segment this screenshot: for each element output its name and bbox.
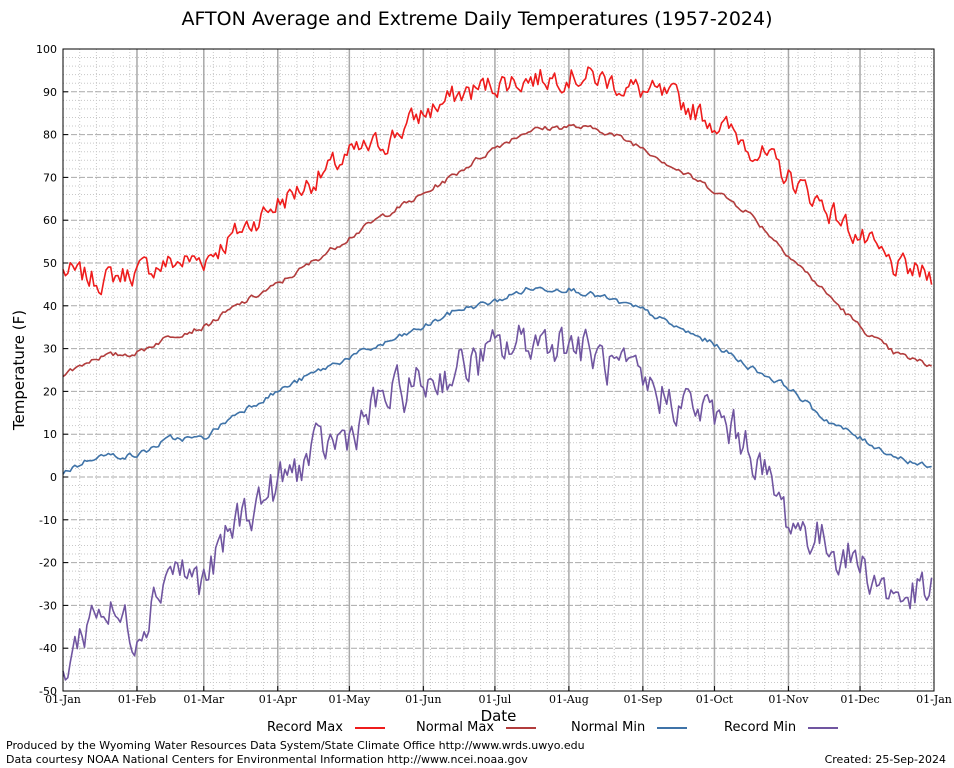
x-tick-label: 01-Feb [118,693,156,706]
x-tick-label: 01-Jan [45,693,81,706]
y-tick-label: 10 [43,428,57,441]
y-tick-label: 60 [43,214,57,227]
y-tick-label: 40 [43,300,57,313]
x-tick-label: 01-Jan [916,693,952,706]
legend-record-min: Record Min [724,720,839,735]
x-tick-label: 01-May [328,693,371,706]
y-tick-label: 70 [43,171,57,184]
x-axis-label: Date [481,707,517,725]
x-tick-label: 01-Sep [623,693,662,706]
legend-record-max: Record Max [267,720,385,735]
y-tick-label: -20 [39,557,57,570]
x-tick-label: 01-Jul [479,693,512,706]
series-normal-min [62,286,932,475]
axis-ticks: -50 -40 -30 -20 -10 0 10 20 30 40 50 60 70 80 90 100 01-… [36,43,952,706]
x-tick-label: 01-Oct [696,693,734,706]
footer-data-courtesy: Data courtesy NOAA National Centers for … [6,753,528,766]
x-tick-label: 01-Nov [768,693,809,706]
y-tick-label: 80 [43,129,57,142]
footer-created: Created: 25-Sep-2024 [824,753,946,766]
legend-label: Record Min [724,720,797,735]
x-tick-label: 01-Apr [259,693,298,706]
legend-swatch [354,726,385,729]
y-tick-label: 90 [43,86,57,99]
y-tick-label: -50 [39,685,57,698]
series-record-max [62,66,933,296]
series-record-min [62,324,933,681]
y-tick-label: -40 [39,642,57,655]
legend-label: Normal Max [416,720,495,735]
footer-produced-by: Produced by the Wyoming Water Resources … [6,739,585,752]
y-axis-label: Temperature (F) [10,310,28,431]
legend-swatch [657,726,688,729]
y-tick-label: -10 [39,514,57,527]
grid-major [63,48,934,692]
y-tick-label: 30 [43,343,57,356]
series-layer [62,66,933,681]
y-tick-label: -30 [39,599,57,612]
y-tick-label: 20 [43,385,57,398]
legend-normal-min: Normal Min [571,720,688,735]
plot-frame [62,48,935,692]
legend-swatch [808,726,839,729]
x-tick-label: 01-Mar [183,693,225,706]
grid-minor [63,49,934,691]
y-tick-label: 0 [50,471,57,484]
legend-swatch [506,726,537,729]
y-tick-label: 100 [36,43,57,56]
x-tick-label: 01-Dec [840,693,879,706]
x-tick-label: 01-Jun [405,693,441,706]
legend-label: Normal Min [571,720,646,735]
x-tick-label: 01-Aug [549,693,589,706]
legend-normal-max: Normal Max [416,720,537,735]
y-tick-label: 50 [43,257,57,270]
legend-label: Record Max [267,720,343,735]
series-normal-max [62,123,932,378]
chart-title: AFTON Average and Extreme Daily Temperat… [181,8,773,30]
